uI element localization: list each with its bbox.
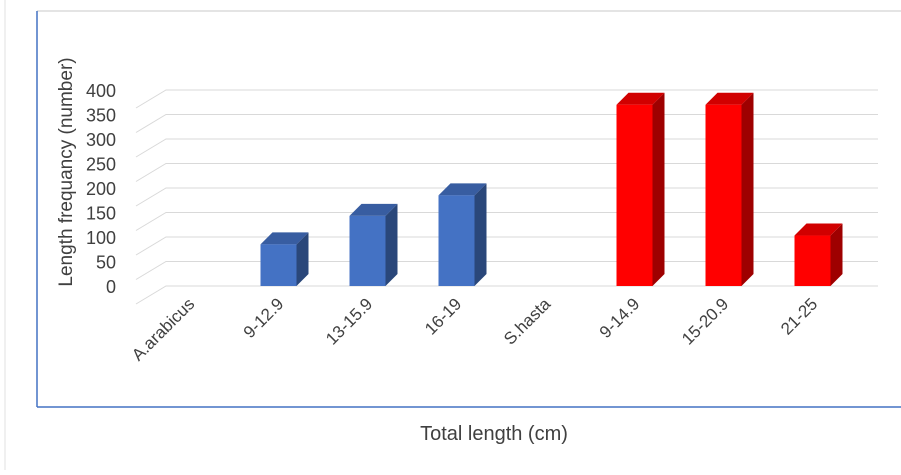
- y-axis-title: Length frequancy (number): [56, 57, 77, 286]
- x-tick-label: 9-12.9: [240, 294, 288, 342]
- bar: [438, 183, 487, 286]
- bar-top: [260, 232, 309, 245]
- gridline: [135, 261, 878, 280]
- x-tick-label: 21-25: [777, 294, 821, 338]
- bar-side: [296, 232, 309, 286]
- y-tick-label: 150: [86, 204, 116, 224]
- gridline: [135, 236, 878, 256]
- bar-top: [616, 92, 665, 105]
- bar-front: [438, 195, 475, 286]
- x-tick-label: 16-19: [421, 294, 465, 338]
- bar: [349, 203, 398, 286]
- bar-side: [652, 92, 665, 286]
- bar-front: [705, 104, 742, 286]
- gridline: [135, 138, 878, 158]
- y-tick-label: 350: [86, 106, 116, 126]
- y-tick-labels: 0 50 100 150 200 250 300 350 400: [86, 81, 116, 297]
- x-tick-label: 13-15.9: [322, 294, 376, 348]
- gridline: [135, 187, 878, 207]
- bar-side: [474, 183, 487, 286]
- gridline: [135, 285, 878, 305]
- y-tick-label: 300: [86, 130, 116, 150]
- bars: [260, 92, 843, 286]
- x-tick-label: 15-20.9: [678, 294, 732, 348]
- bar-top: [705, 92, 754, 105]
- y-tick-label: 50: [96, 253, 116, 273]
- bar: [616, 92, 665, 286]
- y-tick-label: 100: [86, 228, 116, 248]
- y-tick-label: 0: [106, 277, 116, 297]
- gridline: [135, 89, 878, 109]
- bar: [705, 92, 754, 286]
- bar-front: [616, 104, 653, 286]
- x-tick-label: 9-14.9: [596, 294, 644, 342]
- y-tick-label: 400: [86, 81, 116, 101]
- y-tick-label: 250: [86, 155, 116, 175]
- bar-side: [830, 223, 843, 286]
- bar: [260, 232, 309, 286]
- gridline: [135, 212, 878, 231]
- x-tick-label: A.arabicus: [128, 294, 198, 364]
- bar-side: [741, 92, 754, 286]
- gridline: [135, 163, 878, 182]
- bar: [794, 223, 843, 286]
- bar-side: [385, 203, 398, 286]
- x-tick-labels: A.arabicus 9-12.9 13-15.9 16-19 S.hasta 9-14.…: [128, 294, 821, 365]
- gridline: [135, 114, 878, 133]
- bar-top: [794, 223, 843, 236]
- x-tick-label: S.hasta: [500, 294, 555, 349]
- bar-top: [438, 183, 487, 196]
- x-axis-title: Total length (cm): [420, 423, 568, 445]
- gridlines: [135, 89, 878, 305]
- bar-front: [260, 244, 297, 286]
- bar-front: [349, 215, 386, 286]
- bar-top: [349, 203, 398, 216]
- bar-front: [794, 235, 831, 286]
- y-tick-label: 200: [86, 179, 116, 199]
